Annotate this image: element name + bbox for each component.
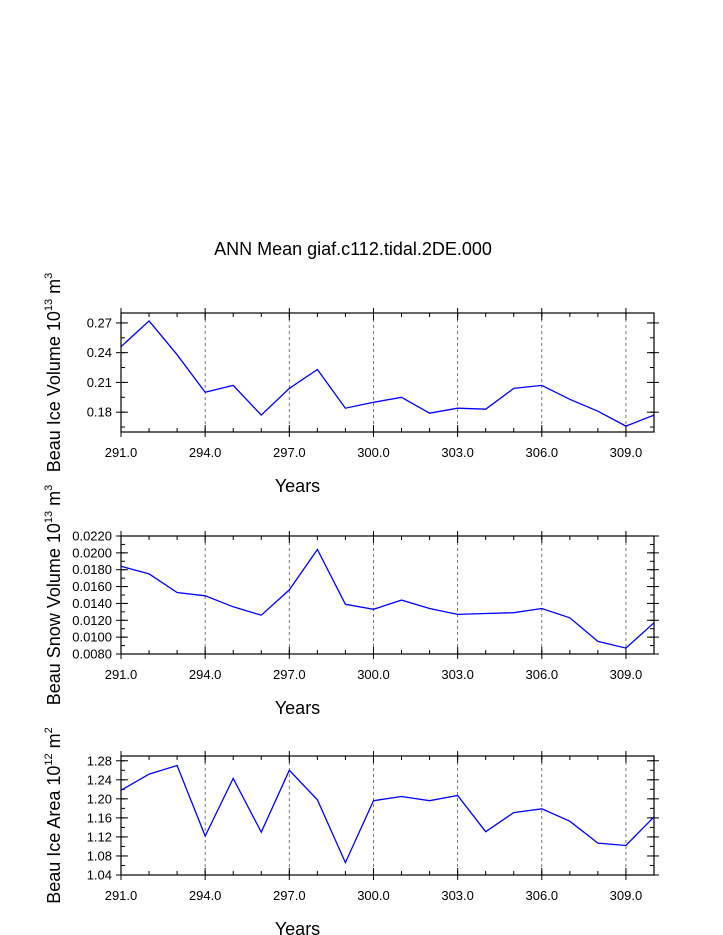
panel-1: 291.0 294.0 297.0 300.0 303.0 306.0 309.0 0.18 0… <box>43 273 659 496</box>
y-axis-label-unit-exp: 3 <box>43 485 55 491</box>
x-axis-label: Years <box>275 919 320 935</box>
y-axis-label-exp: 13 <box>43 511 55 523</box>
y-tick-label: 1.16 <box>87 810 112 825</box>
x-tick-label: 300.0 <box>357 667 390 682</box>
y-axis-label: Beau Ice Volume 1013 m3 <box>43 273 64 473</box>
x-tick-label: 294.0 <box>189 888 222 903</box>
plot-frame <box>120 535 655 655</box>
x-tick-label: 294.0 <box>189 667 222 682</box>
y-axis-label-unit: m <box>44 279 64 299</box>
y-tick-label: 1.20 <box>87 791 112 806</box>
y-axis-label-unit-exp: 2 <box>43 727 55 733</box>
series-line <box>120 319 655 427</box>
x-tick-label: 309.0 <box>610 888 643 903</box>
y-tick-label: 1.04 <box>87 868 112 883</box>
y-tick-label: 0.0180 <box>72 562 112 577</box>
x-tick-label: 306.0 <box>526 888 559 903</box>
x-tick-label: 303.0 <box>441 667 474 682</box>
y-axis-label-text: Beau Snow Volume 10 <box>44 523 64 705</box>
chart-panels: 291.0 294.0 297.0 300.0 303.0 306.0 309.0 0.18 0… <box>43 273 659 935</box>
x-tick-label: 309.0 <box>610 445 643 460</box>
y-tick-label: 0.0160 <box>72 579 112 594</box>
y-tick-label: 0.0220 <box>72 529 112 544</box>
y-tick-label: 0.18 <box>87 405 112 420</box>
plot-frame <box>120 312 655 433</box>
x-tick-label: 303.0 <box>441 445 474 460</box>
series-line <box>120 548 655 649</box>
y-axis-label-unit-exp: 3 <box>43 273 55 279</box>
x-tick-label: 291.0 <box>105 667 138 682</box>
chart-title: ANN Mean giaf.c112.tidal.2DE.000 <box>214 239 492 259</box>
x-tick-label: 297.0 <box>273 445 306 460</box>
y-tick-label: 1.08 <box>87 848 112 863</box>
y-axis-label-exp: 12 <box>43 753 55 765</box>
y-tick-label: 0.0200 <box>72 545 112 560</box>
y-axis-label-unit: m <box>44 491 64 511</box>
x-tick-label: 291.0 <box>105 888 138 903</box>
y-tick-label: 1.12 <box>87 829 112 844</box>
panel-2: 291.0 294.0 297.0 300.0 303.0 306.0 309.0 0.008… <box>43 485 659 718</box>
y-tick-label: 0.21 <box>87 375 112 390</box>
y-axis-label-text: Beau Ice Volume 10 <box>44 311 64 472</box>
series-line <box>120 764 655 865</box>
x-tick-label: 297.0 <box>273 667 306 682</box>
x-tick-label: 306.0 <box>526 667 559 682</box>
y-tick-label: 0.0080 <box>72 647 112 662</box>
x-tick-label: 294.0 <box>189 445 222 460</box>
x-axis-label: Years <box>275 476 320 496</box>
x-tick-label: 306.0 <box>526 445 559 460</box>
y-tick-label: 0.0140 <box>72 596 112 611</box>
y-tick-label: 0.27 <box>87 315 112 330</box>
plot-frame <box>120 755 655 876</box>
y-tick-label: 0.0100 <box>72 630 112 645</box>
y-tick-label: 0.0120 <box>72 613 112 628</box>
x-tick-label: 291.0 <box>105 445 138 460</box>
y-axis-label-text: Beau Ice Area 10 <box>44 766 64 904</box>
x-tick-label: 303.0 <box>441 888 474 903</box>
y-tick-label: 0.24 <box>87 345 112 360</box>
x-tick-label: 300.0 <box>357 445 390 460</box>
x-tick-label: 297.0 <box>273 888 306 903</box>
x-axis-label: Years <box>275 698 320 718</box>
y-axis-label: Beau Snow Volume 1013 m3 <box>43 485 64 706</box>
y-axis-label-unit: m <box>44 733 64 753</box>
y-tick-label: 1.28 <box>87 753 112 768</box>
x-tick-label: 309.0 <box>610 667 643 682</box>
x-tick-label: 300.0 <box>357 888 390 903</box>
panel-3: 291.0 294.0 297.0 300.0 303.0 306.0 309.0 1.04 1… <box>43 727 659 935</box>
y-tick-label: 1.24 <box>87 772 112 787</box>
y-axis-label-exp: 13 <box>43 299 55 311</box>
y-axis-label: Beau Ice Area 1012 m2 <box>43 727 64 903</box>
